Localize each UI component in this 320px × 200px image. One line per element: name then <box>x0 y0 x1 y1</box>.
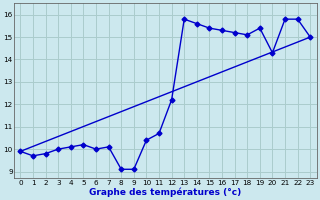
X-axis label: Graphe des températures (°c): Graphe des températures (°c) <box>89 187 242 197</box>
